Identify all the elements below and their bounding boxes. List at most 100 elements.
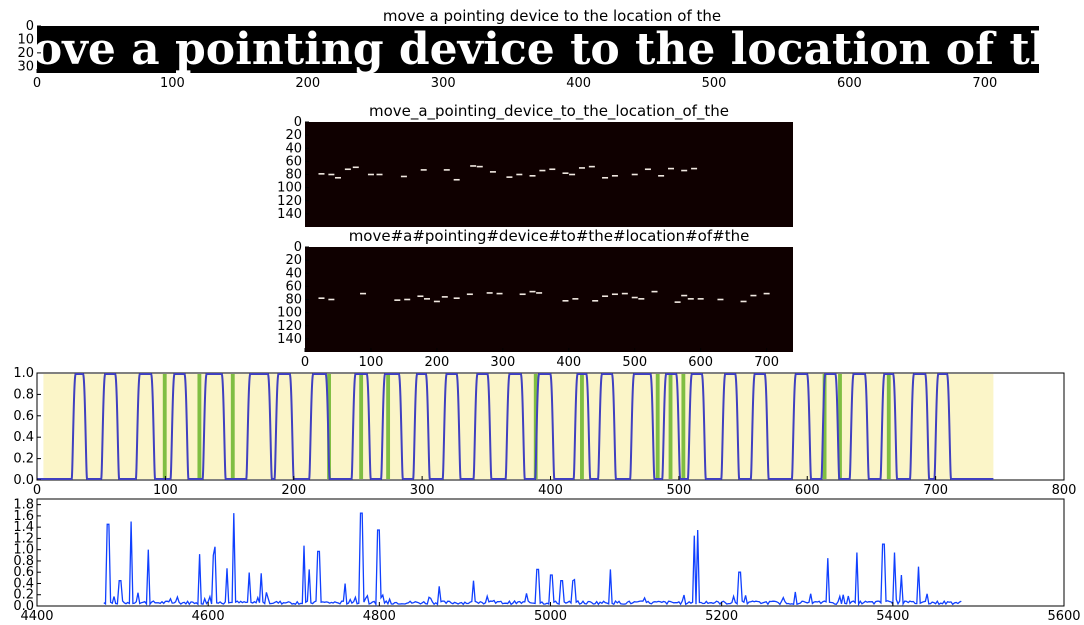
y-tick-label: 0.6	[13, 409, 34, 424]
y-tick-label: 0.4	[13, 430, 34, 445]
y-tick-label: 100	[277, 306, 302, 321]
x-tick-label: 500	[666, 483, 691, 498]
x-tick-label: 500	[702, 76, 727, 91]
ctc-activation-mark	[572, 298, 579, 300]
ctc-activation-mark	[529, 290, 536, 293]
ctc-activation-mark	[496, 292, 503, 295]
green-series-pulse	[668, 374, 673, 479]
panel-probabilities: 0 100 200 300 400 500 600 700 800 0.0 0.2 0.4 0.6 0.8…	[13, 366, 1076, 498]
ctc-activation-mark	[539, 169, 546, 172]
ctc-activation-mark	[687, 298, 694, 300]
ctc-activation-mark	[433, 300, 440, 303]
ctc-activation-mark	[367, 173, 374, 176]
ctc-activation-mark	[453, 178, 460, 181]
ctc-activation-mark	[658, 175, 665, 177]
ctc-activation-mark	[318, 297, 325, 299]
ctc-activation-mark	[717, 298, 724, 301]
ctc-activation-mark	[441, 296, 448, 298]
ctc-activation-mark	[674, 301, 681, 303]
panel-3-title: move#a#pointing#device#to#the#location#o…	[349, 227, 750, 245]
y-tick-label: 20	[285, 253, 302, 268]
x-tick-label: 100	[153, 483, 178, 498]
yellow-series-band	[43, 374, 994, 479]
x-tick-label: 100	[160, 76, 185, 91]
ctc-activation-mark	[621, 292, 628, 295]
panel-1-rendered-text: move a pointing device to the location o…	[0, 24, 1084, 75]
y-tick-label: 120	[277, 194, 302, 209]
x-tick-label: 100	[359, 355, 384, 370]
x-tick-label: 200	[424, 355, 449, 370]
ctc-activation-mark	[443, 169, 450, 171]
panel-error-signal: 4400 4600 4800 5000 5200 5400 5600 0.00.20.40.6…	[13, 498, 1080, 624]
ctc-activation-mark	[631, 296, 638, 299]
y-tick-label: 0	[294, 240, 302, 255]
ctc-activation-mark	[569, 173, 576, 176]
y-tick-label: 0	[26, 19, 34, 34]
y-tick-label: 0.6	[13, 565, 34, 580]
y-tick-label: 0.8	[13, 554, 34, 569]
green-series-pulse	[822, 374, 827, 479]
ctc-activation-mark	[668, 167, 674, 170]
ctc-activation-mark	[611, 175, 618, 177]
ctc-activation-mark	[740, 300, 747, 303]
x-tick-label: 700	[754, 355, 779, 370]
ctc-activation-mark	[394, 299, 401, 301]
y-tick-label: 0	[294, 115, 302, 130]
x-tick-label: 4400	[20, 609, 53, 624]
x-tick-label: 700	[972, 76, 997, 91]
ctc-activation-mark	[417, 295, 424, 298]
blue-series-line	[37, 373, 994, 480]
ctc-activation-mark	[516, 173, 523, 176]
ctc-activation-mark	[592, 300, 599, 302]
ctc-activation-mark	[578, 167, 585, 169]
y-tick-label: 1.0	[13, 543, 34, 558]
panel-2-heatmap	[305, 122, 793, 227]
ctc-activation-mark	[588, 165, 595, 168]
ctc-activation-mark	[344, 168, 351, 171]
green-series-pulse	[886, 374, 891, 479]
panel-1-title: move a pointing device to the location o…	[383, 7, 721, 25]
green-series-pulse	[386, 374, 391, 479]
ctc-activation-mark	[763, 292, 770, 295]
x-tick-label: 0	[301, 355, 309, 370]
ctc-activation-mark	[466, 293, 473, 296]
green-series-pulse	[838, 374, 842, 479]
x-tick-label: 300	[410, 483, 435, 498]
y-tick-label: 20	[285, 128, 302, 143]
panel-2-title: move_a_pointing_device_to_the_location_o…	[369, 102, 729, 121]
ctc-activation-mark	[476, 165, 483, 168]
y-tick-label: 0.0	[13, 473, 34, 488]
ctc-activation-mark	[352, 166, 359, 169]
y-tick-label: 140	[277, 332, 302, 347]
x-tick-label: 600	[688, 355, 713, 370]
x-tick-label: 5200	[705, 609, 738, 624]
green-series-pulse	[230, 374, 235, 479]
x-tick-label: 0	[33, 483, 41, 498]
y-tick-label: 10	[17, 32, 34, 47]
y-tick-label: 120	[277, 319, 302, 334]
y-tick-label: 100	[277, 181, 302, 196]
ctc-activation-mark	[519, 293, 526, 296]
ctc-activation-mark	[611, 293, 618, 296]
x-tick-label: 600	[795, 483, 820, 498]
x-tick-label: 600	[837, 76, 862, 91]
y-tick-label: 40	[285, 141, 302, 156]
ctc-activation-mark	[562, 300, 569, 302]
y-tick-label: 0.2	[13, 452, 34, 467]
y-tick-label: 80	[285, 168, 302, 183]
ctc-activation-mark	[328, 298, 335, 301]
green-series-pulse	[681, 374, 686, 479]
ctc-activation-mark	[651, 290, 658, 293]
y-tick-label: 0.0	[13, 599, 34, 614]
green-series-pulse	[580, 374, 584, 479]
ctc-activation-mark	[506, 176, 513, 178]
ctc-activation-mark	[750, 294, 757, 297]
ctc-activation-mark	[328, 173, 335, 176]
x-tick-label: 200	[295, 76, 320, 91]
panel-3-heatmap	[305, 247, 793, 352]
x-tick-label: 300	[431, 76, 456, 91]
y-tick-label: 1.8	[13, 498, 34, 513]
y-tick-label: 80	[285, 293, 302, 308]
y-tick-label: 140	[277, 207, 302, 222]
panel-ctc-hash: move#a#pointing#device#to#the#location#o…	[277, 227, 793, 370]
